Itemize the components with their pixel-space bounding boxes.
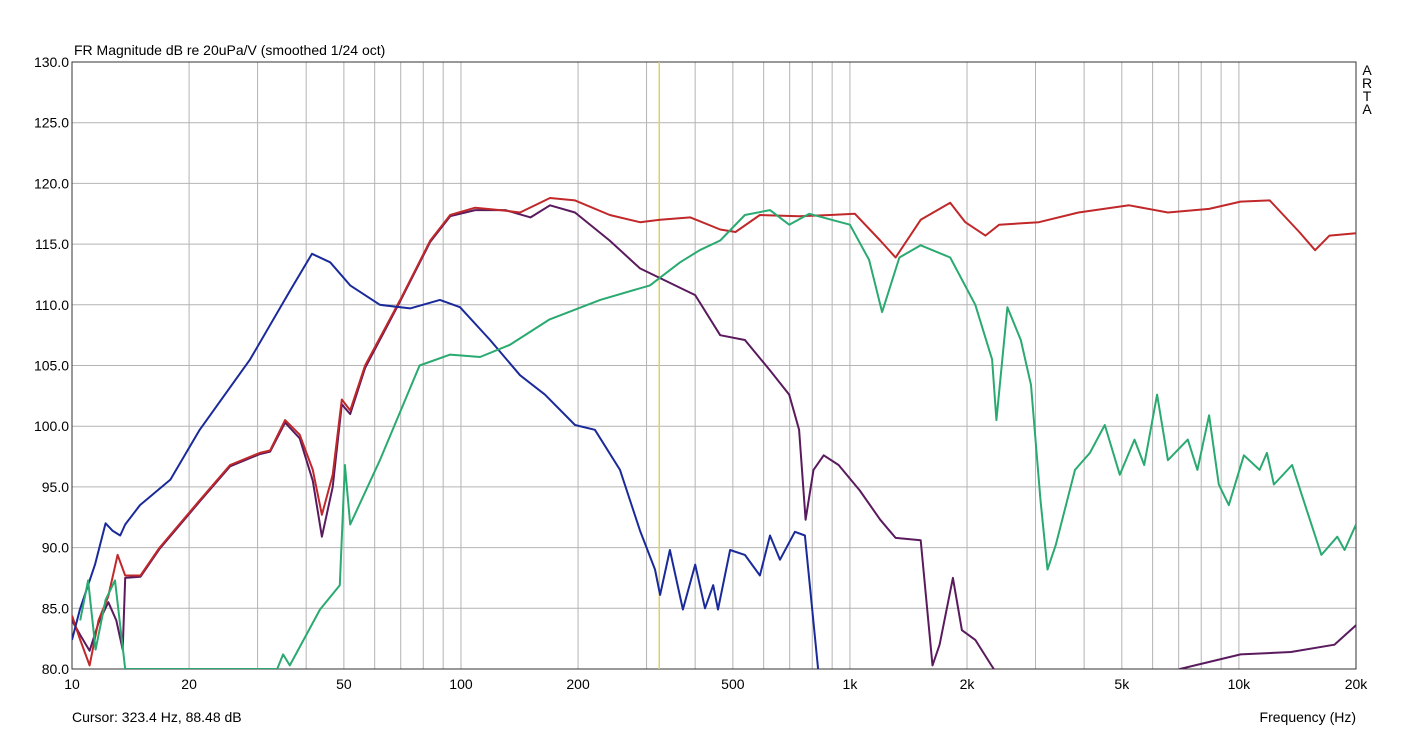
y-tick-label: 110.0	[35, 297, 69, 313]
y-tick-labels: 130.0 125.0 120.0 115.0 110.0 105.0 100.0 95.0 9…	[34, 54, 69, 677]
x-tick-label: 10k	[1228, 676, 1252, 692]
watermark-letter: A	[1362, 62, 1372, 78]
y-tick-label: 95.0	[42, 479, 69, 495]
x-tick-label: 5k	[1114, 676, 1130, 692]
x-tick-labels: 10 20 50 100 200 500 1k 2k 5k 10k 20k	[64, 676, 1368, 692]
x-tick-label: 10	[64, 676, 80, 692]
grid	[72, 61, 1356, 670]
series-line-4	[79, 209, 1356, 669]
y-tick-label: 130.0	[34, 54, 69, 70]
y-tick-label: 90.0	[42, 540, 69, 556]
watermark-letter: R	[1362, 75, 1372, 91]
x-tick-label: 20	[181, 676, 197, 692]
y-tick-label: 120.0	[34, 175, 69, 191]
cursor-readout: Cursor: 323.4 Hz, 88.48 dB	[72, 709, 242, 725]
y-tick-label: 85.0	[42, 600, 69, 616]
x-tick-label: 2k	[960, 676, 976, 692]
x-tick-label: 200	[566, 676, 590, 692]
y-tick-label: 80.0	[42, 661, 69, 677]
series-line-2	[72, 197, 1356, 667]
x-tick-label: 500	[721, 676, 745, 692]
series-group	[72, 197, 1356, 669]
watermark-letter: T	[1363, 88, 1372, 104]
x-tick-label: 1k	[843, 676, 859, 692]
series-line-1	[72, 204, 1356, 669]
watermark-letter: A	[1362, 101, 1372, 117]
x-axis-label: Frequency (Hz)	[1260, 709, 1356, 725]
x-tick-label: 100	[449, 676, 473, 692]
x-tick-label: 20k	[1345, 676, 1369, 692]
series-line-3	[72, 252, 820, 669]
x-tick-label: 50	[336, 676, 352, 692]
y-tick-label: 125.0	[34, 115, 69, 131]
y-tick-label: 115.0	[35, 236, 69, 252]
plot-frame	[71, 61, 1357, 670]
y-tick-label: 105.0	[34, 358, 69, 374]
chart-title: FR Magnitude dB re 20uPa/V (smoothed 1/2…	[74, 42, 385, 58]
y-tick-label: 100.0	[34, 418, 69, 434]
